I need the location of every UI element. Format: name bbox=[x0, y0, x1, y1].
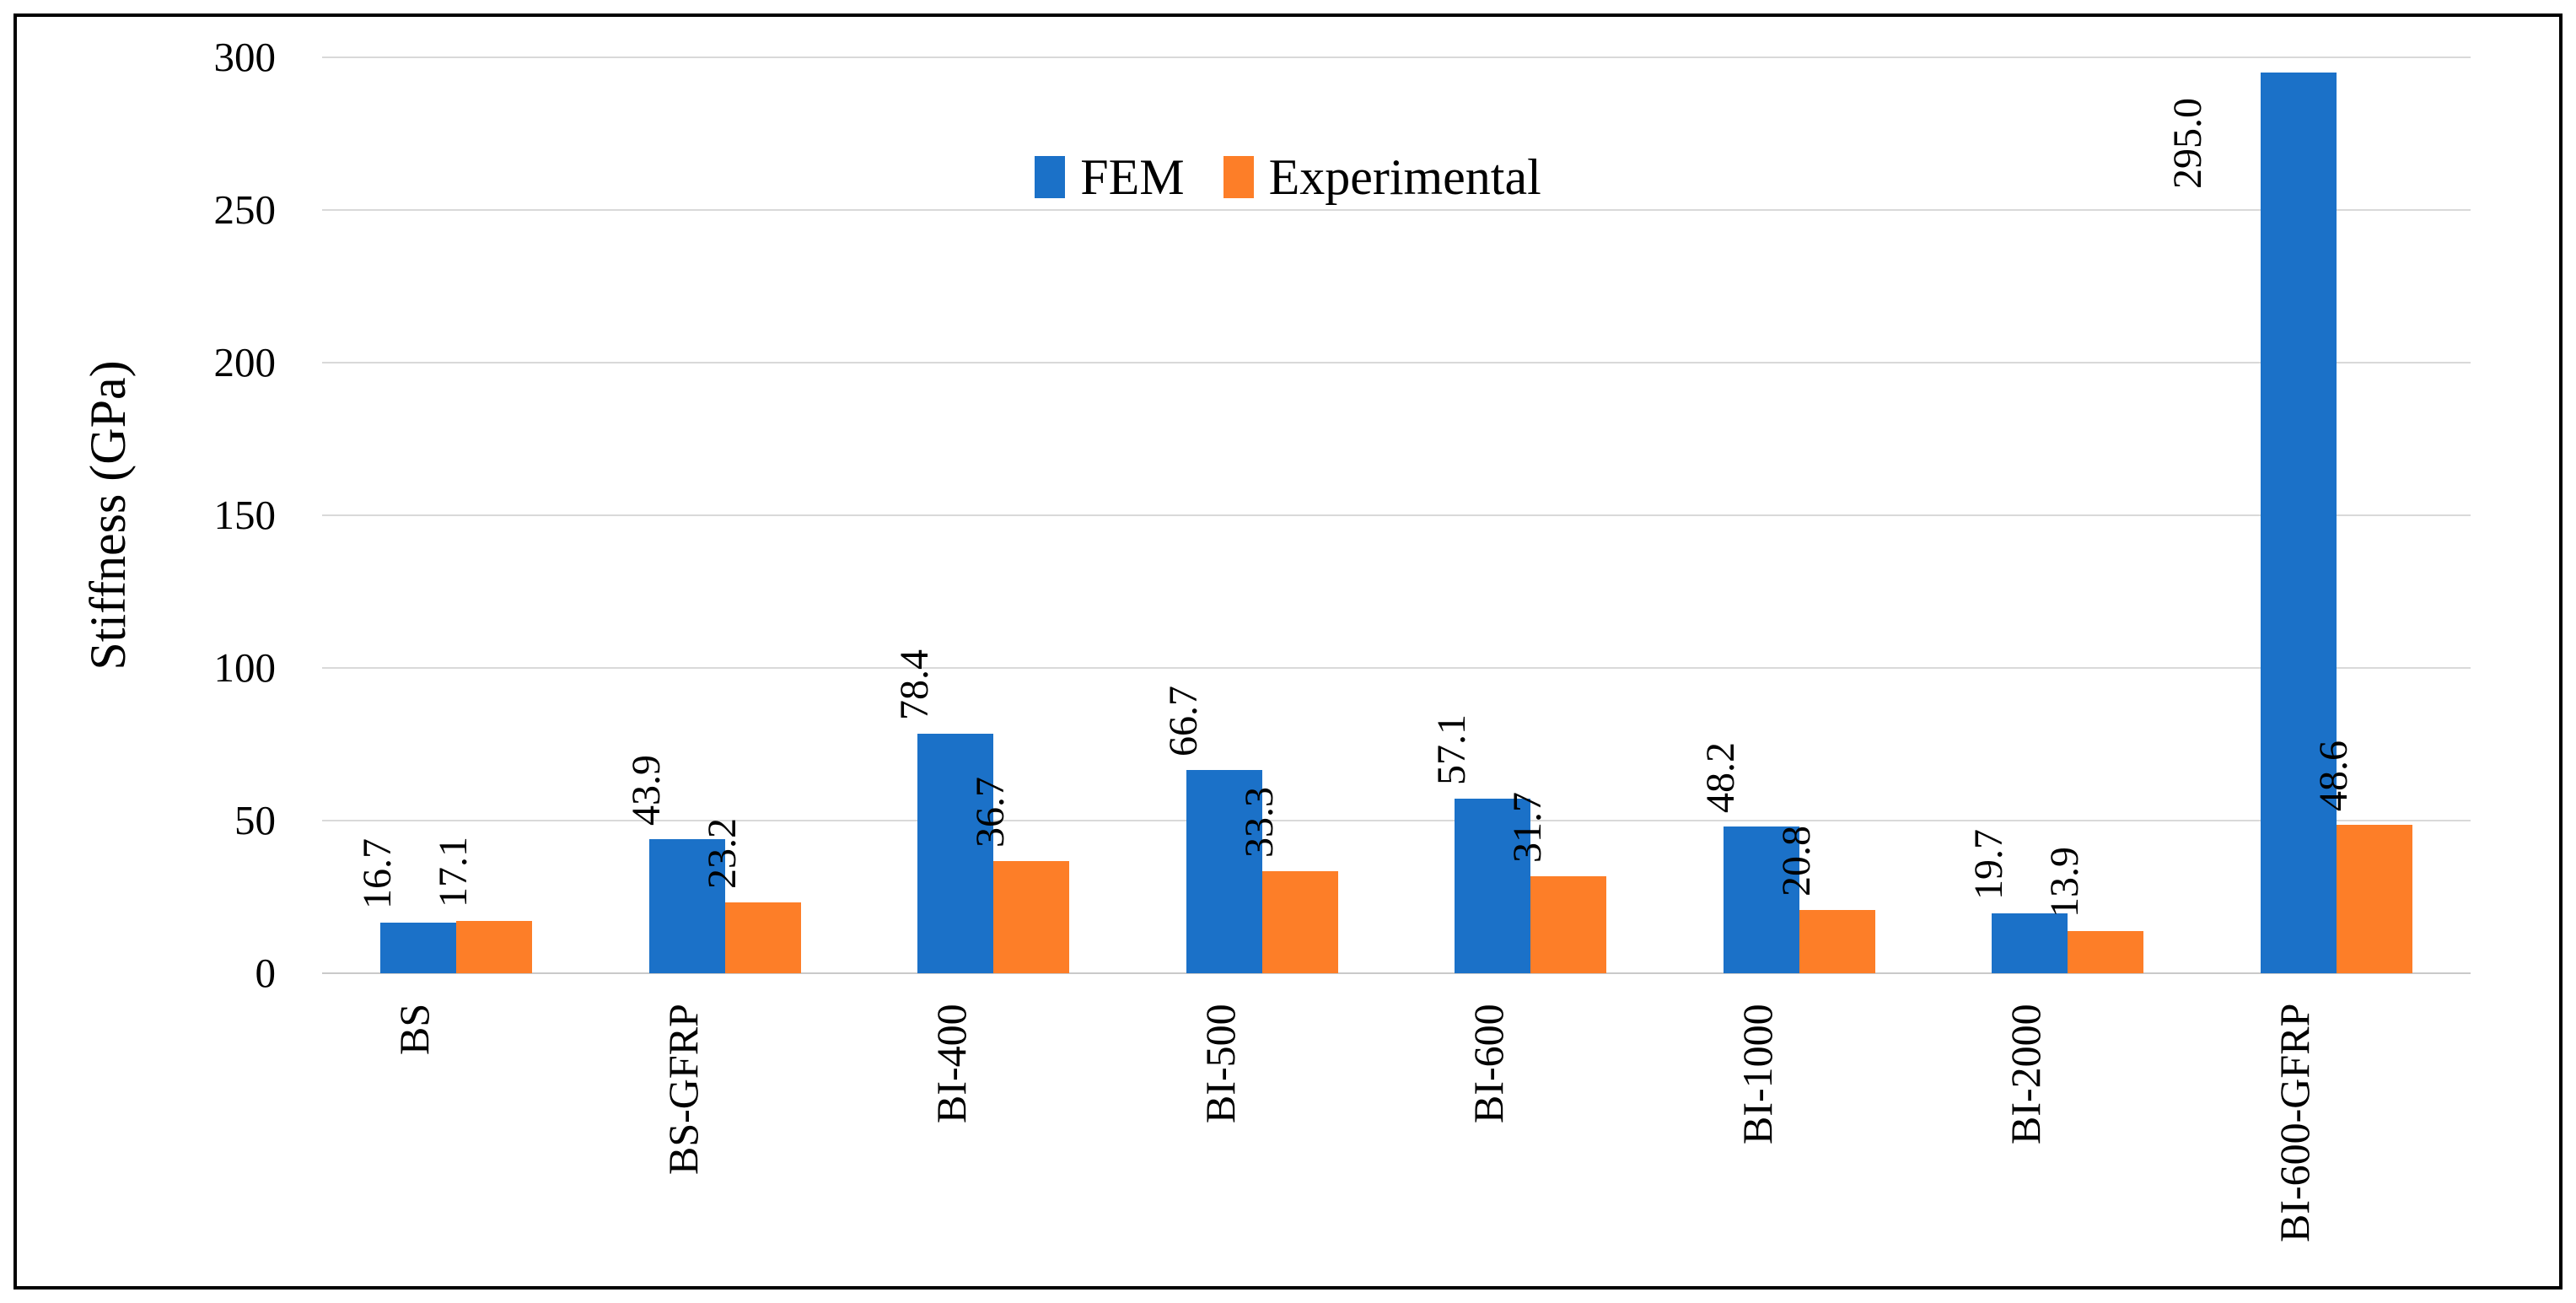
value-label-experimental-bi-400: 36.7 bbox=[968, 777, 1014, 848]
bar-fem-bi-400 bbox=[917, 734, 994, 973]
value-label-fem-bi-400: 78.4 bbox=[892, 649, 938, 721]
x-category-label-bi-400: BI-400 bbox=[928, 1004, 976, 1123]
value-label-fem-bi-600-gfrp: 295.0 bbox=[2165, 98, 2210, 190]
value-label-experimental-bs: 17.1 bbox=[431, 837, 476, 908]
chart-legend: FEM Experimental bbox=[17, 143, 2559, 211]
x-category-label-bs: BS bbox=[390, 1003, 438, 1055]
bar-fem-bs-gfrp bbox=[648, 839, 725, 973]
value-label-fem-bi-500: 66.7 bbox=[1160, 685, 1206, 756]
y-tick-label-50: 50 bbox=[234, 797, 276, 843]
legend-item-fem: FEM bbox=[1035, 143, 1185, 211]
value-label-experimental-bi-1000: 20.8 bbox=[1773, 825, 1819, 896]
bar-experimental-bs bbox=[456, 921, 533, 973]
bar-experimental-bs-gfrp bbox=[724, 902, 801, 973]
value-label-experimental-bs-gfrp: 23.2 bbox=[699, 818, 745, 890]
y-tick-label-250: 250 bbox=[213, 186, 277, 233]
y-tick-label-200: 200 bbox=[213, 339, 277, 385]
x-category-label-bi-500: BI-500 bbox=[1196, 1004, 1244, 1123]
bar-experimental-bi-600 bbox=[1530, 876, 1607, 973]
bar-experimental-bi-2000 bbox=[2068, 930, 2144, 973]
x-category-label-bi-2000: BI-2000 bbox=[2002, 1004, 2050, 1144]
x-axis-line bbox=[322, 972, 2471, 974]
y-tick-label-150: 150 bbox=[213, 492, 277, 538]
bar-fem-bi-1000 bbox=[1723, 826, 1799, 973]
legend-item-experimental: Experimental bbox=[1223, 143, 1541, 211]
x-category-label-bi-600-gfrp: BI-600-GFRP bbox=[2270, 1003, 2318, 1242]
bar-experimental-bi-500 bbox=[1261, 871, 1338, 973]
value-label-fem-bs: 16.7 bbox=[355, 837, 401, 909]
bar-fem-bi-600 bbox=[1455, 799, 1531, 973]
gridline-250 bbox=[322, 209, 2471, 211]
chart-figure: FEM Experimental Stiffness (GPa) 16.7 43.… bbox=[13, 13, 2563, 1290]
experimental-series-swatch bbox=[1223, 156, 1254, 198]
value-label-fem-bs-gfrp: 43.9 bbox=[623, 755, 669, 826]
y-tick-label-0: 0 bbox=[255, 950, 277, 996]
x-category-label-bi-1000: BI-1000 bbox=[1733, 1004, 1781, 1144]
bar-fem-bs bbox=[380, 922, 457, 973]
gridline-50 bbox=[322, 820, 2471, 821]
bar-fem-bi-2000 bbox=[1992, 913, 2068, 973]
x-category-label-bs-gfrp: BS-GFRP bbox=[659, 1004, 707, 1175]
bar-experimental-bi-400 bbox=[993, 861, 1070, 973]
legend-label-fem: FEM bbox=[1080, 149, 1185, 205]
legend-label-experimental: Experimental bbox=[1268, 149, 1541, 205]
value-label-experimental-bi-600-gfrp: 48.6 bbox=[2310, 740, 2356, 812]
plot-area: 16.7 43.9 78.4 66.7 57.1 48.2 19.7 295.0 17.1 23.… bbox=[322, 57, 2471, 974]
y-tick-label-300: 300 bbox=[213, 34, 277, 80]
value-label-experimental-bi-600: 31.7 bbox=[1505, 792, 1551, 864]
bar-experimental-bi-600-gfrp bbox=[2336, 825, 2412, 973]
value-label-fem-bi-600: 57.1 bbox=[1429, 714, 1475, 786]
gridline-100 bbox=[322, 667, 2471, 669]
value-label-fem-bi-1000: 48.2 bbox=[1697, 741, 1743, 813]
gridline-150 bbox=[322, 514, 2471, 516]
bar-experimental-bi-1000 bbox=[1799, 909, 1875, 973]
value-label-experimental-bi-2000: 13.9 bbox=[2042, 846, 2088, 918]
x-category-label-bi-600: BI-600 bbox=[1465, 1004, 1513, 1123]
gridline-200 bbox=[322, 362, 2471, 363]
value-label-experimental-bi-500: 33.3 bbox=[1236, 787, 1282, 859]
y-tick-label-100: 100 bbox=[213, 644, 277, 691]
bar-fem-bi-600-gfrp bbox=[2260, 73, 2337, 973]
fem-series-swatch bbox=[1035, 156, 1066, 198]
gridline-300 bbox=[322, 57, 2471, 58]
bar-fem-bi-500 bbox=[1186, 769, 1262, 973]
value-label-fem-bi-2000: 19.7 bbox=[1966, 828, 2012, 900]
